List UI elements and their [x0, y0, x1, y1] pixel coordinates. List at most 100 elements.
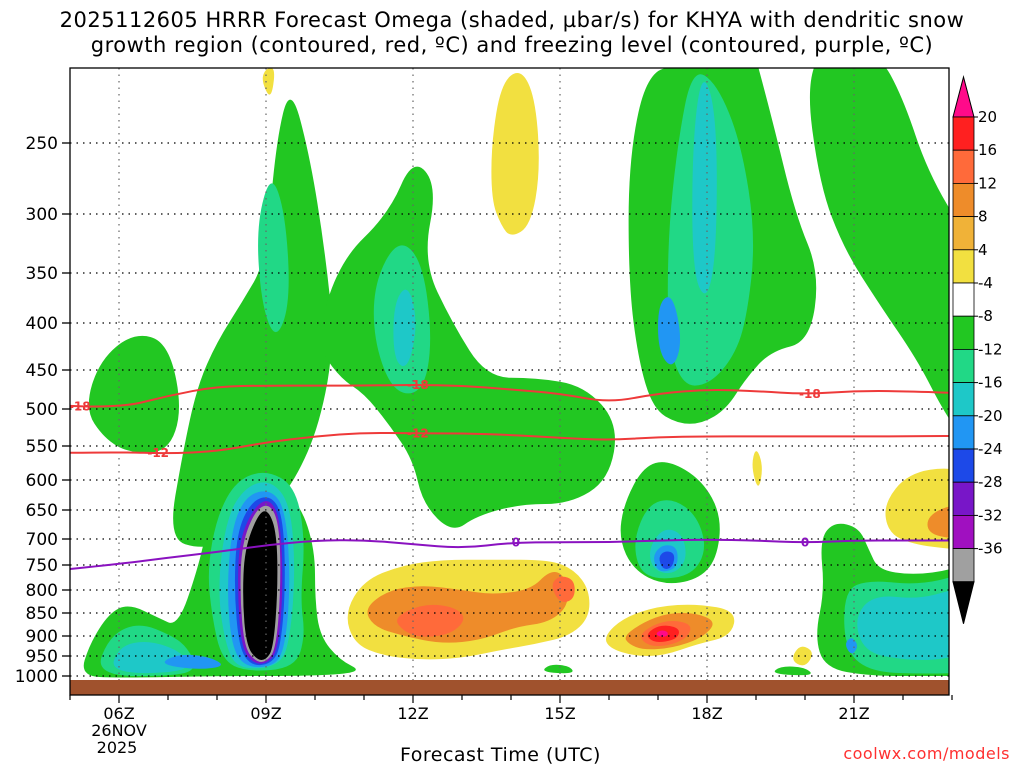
colorbar-label--12: -12 [978, 340, 1003, 358]
omega-region-upper-yellow [491, 73, 539, 235]
y-tick-label-600: 600 [26, 471, 58, 491]
x-tick-label-12Z: 12Z [397, 704, 428, 723]
colorbar-label--32: -32 [978, 506, 1003, 524]
omega-region-low-cyan-right [857, 590, 949, 660]
omega-region-small-yellow-a [752, 451, 762, 486]
y-tick-label-650: 650 [26, 501, 58, 521]
colorbar-segment-4 [952, 249, 975, 284]
y-tick-label-900: 900 [26, 627, 58, 647]
y-tick-label-400: 400 [26, 314, 58, 334]
gridlines [70, 68, 949, 680]
omega-region-upper-right [809, 68, 949, 419]
colorbar-segment-6 [952, 315, 975, 350]
colorbar-top-arrow [952, 75, 975, 118]
omega-region-plume-black [243, 511, 278, 660]
colorbar-segment-7 [952, 348, 975, 383]
omega-region-blue-c [658, 297, 681, 365]
omega-region-west-shoulder [88, 335, 179, 453]
contour-line-freezing-level [70, 538, 949, 570]
y-tick-label-500: 500 [26, 400, 58, 420]
credit-link[interactable]: coolwx.com/models [843, 744, 1010, 763]
colorbar-segment-2 [952, 182, 975, 217]
contour-line-dgz-minus18 [70, 384, 949, 408]
colorbar-segment-8 [952, 382, 975, 417]
ground-surface [70, 680, 949, 695]
colorbar-label-12: 12 [978, 174, 997, 192]
x-axis-title: Forecast Time (UTC) [400, 744, 601, 766]
contour-label-freezing-level-0: 0 [512, 536, 520, 550]
y-tick-label-350: 350 [26, 264, 58, 284]
colorbar-label--8: -8 [978, 307, 993, 325]
omega-region-teal-right-upper [973, 291, 986, 370]
y-tick-label-750: 750 [26, 556, 58, 576]
colorbar-label-16: 16 [978, 141, 997, 159]
contour-label-dgz-minus18-1: -18 [407, 378, 429, 392]
omega-region-mid-orange-b [552, 576, 575, 602]
omega-region-low-blue-right [969, 592, 986, 627]
contour-label-dgz-minus12-0: -12 [147, 446, 169, 460]
x-tick-label-06Z: 06Z [103, 704, 134, 723]
x-date-year: 2025 [97, 738, 138, 757]
plot-frame [69, 67, 950, 696]
colorbar-segment-5 [952, 282, 975, 317]
colorbar-label-4: 4 [978, 241, 988, 259]
colorbar-label--36: -36 [978, 540, 1003, 558]
y-tick-label-800: 800 [26, 581, 58, 601]
colorbar-segment-12 [952, 515, 975, 550]
colorbar-segment-11 [952, 481, 975, 516]
x-tick-label-09Z: 09Z [250, 704, 281, 723]
y-tick-label-250: 250 [26, 134, 58, 154]
y-tick-label-850: 850 [26, 604, 58, 624]
omega-region-center-pink [656, 630, 668, 637]
omega-region-right-orange [927, 506, 949, 538]
colorbar-label--20: -20 [978, 407, 1003, 425]
y-tick-label-300: 300 [26, 205, 58, 225]
contour-label-dgz-minus12-1: -12 [407, 426, 429, 440]
x-date-day: 26NOV [91, 721, 147, 740]
y-tick-label-950: 950 [26, 647, 58, 667]
omega-region-cyan-c [692, 82, 717, 294]
omega-region-upper-teal-a [258, 183, 289, 333]
contour-label-dgz-minus18-0: -18 [69, 399, 91, 413]
x-tick-label-15Z: 15Z [544, 704, 575, 723]
colorbar-label-8: 8 [978, 208, 988, 226]
omega-region-low-cyan-left [113, 642, 189, 674]
contour-line-dgz-minus12 [70, 431, 949, 455]
omega-region-low-blue-right2 [846, 638, 858, 654]
colorbar-label--4: -4 [978, 274, 993, 292]
x-tick-label-21Z: 21Z [838, 704, 869, 723]
colorbar-segment-9 [952, 415, 975, 450]
colorbar-bottom-arrow [952, 581, 975, 624]
omega-region-green-bottom-a [544, 664, 573, 674]
omega-region-mid-orange [397, 604, 464, 637]
y-tick-label-700: 700 [26, 530, 58, 550]
y-tick-label-1000: 1000 [15, 667, 58, 687]
contours: -18 -18 -18 -12 -12 0 0 [69, 378, 949, 570]
colorbar-label-20: 20 [978, 108, 997, 126]
colorbar-segment-1 [952, 149, 975, 184]
chart-title-line-1: 2025112605 HRRR Forecast Omega (shaded, … [59, 8, 965, 32]
omega-region-green-bottom-b [774, 666, 811, 676]
omega-region-cyan-b [393, 289, 416, 367]
colorbar-label--24: -24 [978, 440, 1003, 458]
contour-label-dgz-minus18-2: -18 [799, 387, 821, 401]
colorbar: 20 16 12 8 4 -4 -8 -12 -16 -20 -24 -28 -32 -36 [952, 75, 1003, 624]
colorbar-segment-13 [952, 548, 975, 583]
colorbar-segment-0 [952, 116, 975, 151]
omega-region-low-blue-left [164, 654, 221, 669]
colorbar-label--16: -16 [978, 374, 1003, 392]
colorbar-segment-10 [952, 448, 975, 483]
y-axis: 250 300 350 400 450 500 550 600 650 700 750 800 850 9… [15, 134, 70, 687]
colorbar-label--28: -28 [978, 473, 1003, 491]
chart-title-line-2: growth region (contoured, red, ºC) and f… [90, 33, 934, 57]
omega-region-low-indigo-center [659, 551, 675, 569]
omega-region-small-yellow-b [793, 646, 812, 666]
colorbar-segment-3 [952, 216, 975, 251]
y-tick-label-450: 450 [26, 361, 58, 381]
y-tick-label-550: 550 [26, 437, 58, 457]
x-tick-label-18Z: 18Z [691, 704, 722, 723]
contour-label-freezing-level-1: 0 [801, 536, 809, 550]
